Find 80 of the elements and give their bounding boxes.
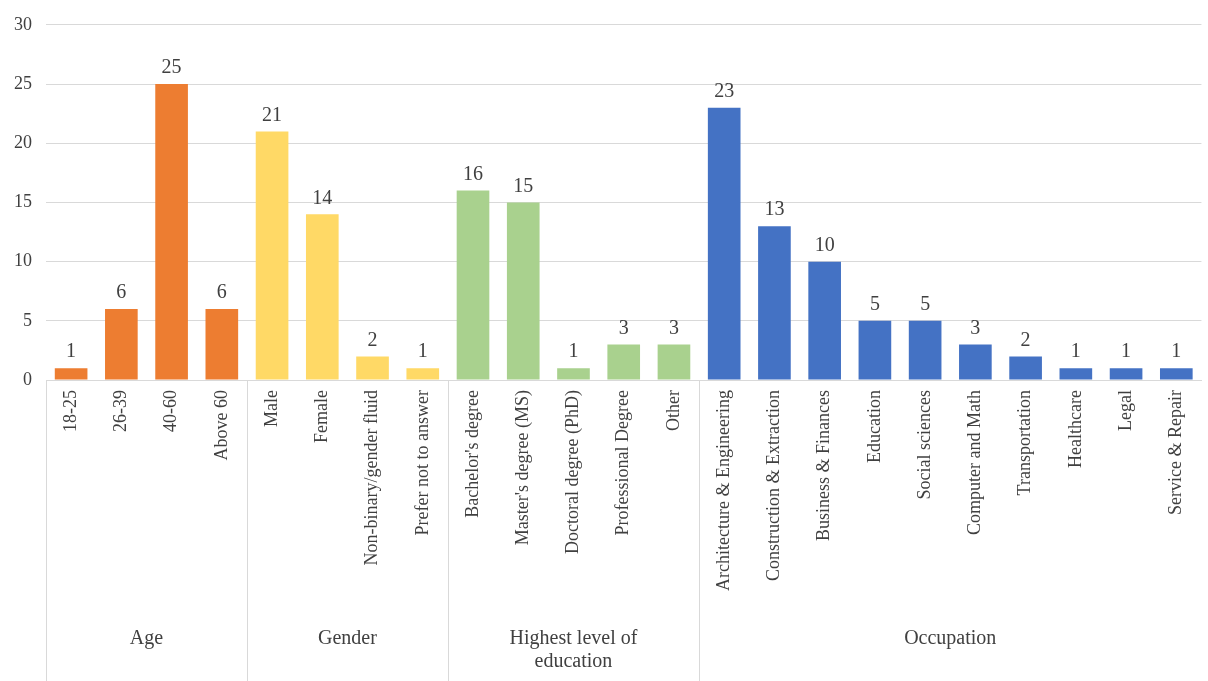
x-tick-label: 26-39 — [110, 390, 131, 433]
data-label: 5 — [920, 292, 931, 315]
data-label: 10 — [814, 232, 835, 255]
data-label: 3 — [618, 315, 629, 338]
x-tick-label: Bachelor's degree — [461, 390, 482, 518]
bar — [557, 368, 590, 380]
data-label: 3 — [970, 315, 981, 338]
data-label: 25 — [161, 55, 182, 78]
bar — [506, 202, 540, 380]
x-tick-label: Computer and Math — [964, 390, 985, 536]
bar — [456, 190, 490, 380]
bar — [356, 356, 389, 380]
x-tick-label: 18-25 — [59, 390, 80, 433]
bar — [1009, 356, 1042, 380]
bar — [959, 344, 992, 380]
y-tick-label: 10 — [14, 250, 32, 271]
data-label: 6 — [216, 280, 227, 303]
data-label: 1 — [568, 339, 579, 362]
data-label: 14 — [312, 185, 333, 208]
bar — [406, 368, 440, 380]
x-tick-label: Healthcare — [1064, 390, 1085, 469]
bar — [105, 309, 138, 380]
text: Occupation — [904, 626, 997, 649]
bar — [1059, 368, 1093, 380]
text: Age — [129, 626, 164, 649]
x-tick-label: Architecture & Engineering — [712, 390, 733, 591]
bar — [205, 309, 239, 380]
y-tick-label: 25 — [14, 72, 32, 93]
x-tick-label: Male — [260, 390, 281, 428]
data-label: 1 — [1070, 339, 1081, 362]
data-label: 21 — [262, 102, 283, 125]
data-label: 1 — [1121, 339, 1132, 362]
bar — [858, 320, 892, 380]
x-tick-label: Business & Finances — [813, 390, 834, 542]
bar — [707, 107, 741, 380]
data-label: 23 — [714, 78, 735, 101]
x-tick-label: Master's degree (MS) — [511, 390, 533, 546]
data-label: 13 — [764, 197, 785, 220]
y-tick-label: 20 — [14, 131, 32, 152]
bar — [1109, 368, 1143, 380]
x-tick-label: Service & Repair — [1165, 390, 1186, 516]
x-tick-label: Other — [662, 390, 683, 432]
data-label: 16 — [463, 161, 484, 184]
data-label: 1 — [1171, 339, 1182, 362]
data-label: 15 — [513, 173, 534, 196]
x-tick-label: Above 60 — [210, 390, 231, 461]
text: Gender — [317, 626, 378, 648]
x-tick-label: Prefer not to answer — [411, 390, 432, 536]
x-tick-label: Construction & Extraction — [763, 390, 784, 582]
bar — [808, 261, 841, 380]
bar — [305, 214, 339, 380]
bar — [1159, 368, 1193, 380]
bar — [54, 368, 88, 380]
bar — [908, 320, 942, 380]
x-tick-label: Doctoral degree (PhD) — [562, 390, 584, 555]
y-tick-label: 5 — [23, 309, 32, 330]
x-tick-label: Education — [863, 390, 884, 464]
x-tick-label: Social sciences — [913, 390, 934, 500]
data-label: 2 — [1020, 327, 1031, 350]
x-tick-label: Non-binary/gender fluid — [361, 390, 382, 566]
data-label: 2 — [367, 327, 378, 350]
text: Highest level of education — [509, 626, 638, 671]
x-tick-label: Professional Degree — [612, 390, 633, 536]
data-label: 5 — [869, 292, 880, 315]
x-tick-label: Transportation — [1014, 390, 1035, 496]
x-tick-label: Legal — [1114, 390, 1135, 432]
data-label: 3 — [668, 315, 679, 338]
x-tick-label: Female — [311, 390, 332, 444]
data-label: 6 — [116, 280, 127, 303]
bar — [607, 344, 641, 380]
bar — [155, 84, 188, 380]
bar — [255, 131, 289, 380]
data-label: 1 — [417, 339, 428, 362]
bar — [758, 226, 791, 380]
y-tick-label: 0 — [23, 368, 32, 389]
bar — [657, 344, 691, 380]
x-tick-label: 40-60 — [160, 390, 181, 433]
y-tick-label: 30 — [14, 13, 32, 34]
data-label: 1 — [66, 339, 77, 362]
y-tick-label: 15 — [14, 191, 32, 212]
